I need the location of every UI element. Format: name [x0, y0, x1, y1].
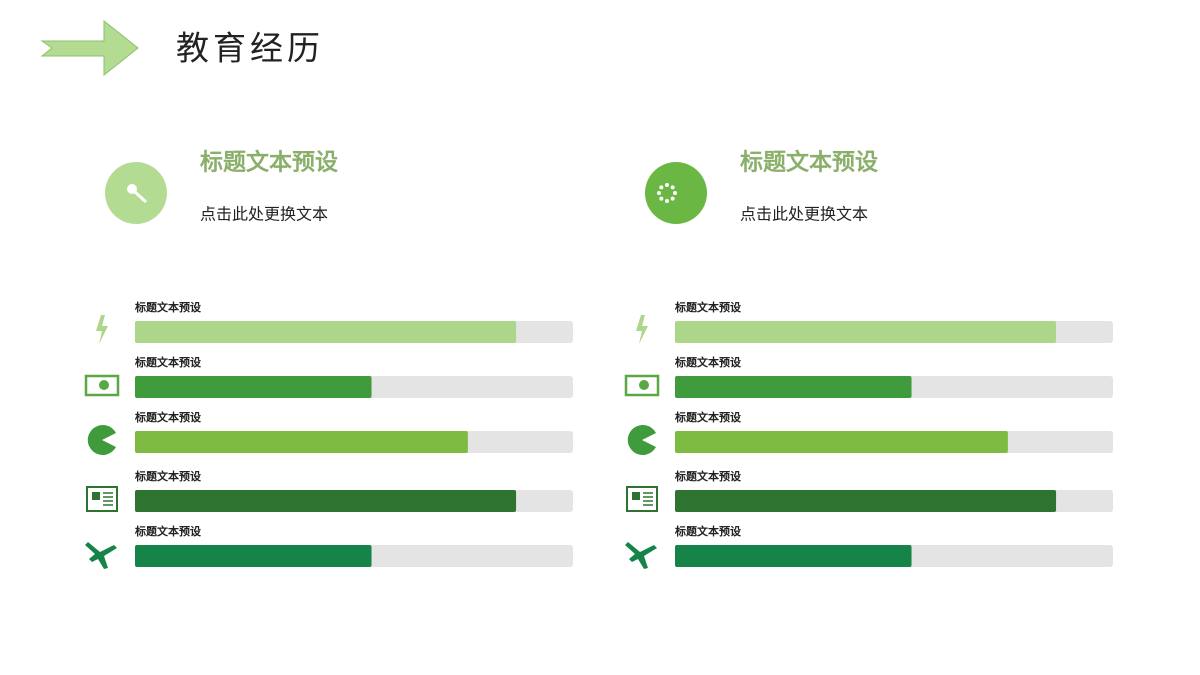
bar-fill	[675, 490, 1057, 512]
news-icon	[86, 486, 118, 512]
item-label: 标题文本预设	[134, 524, 202, 538]
news-icon	[626, 486, 658, 512]
bar-fill	[135, 545, 372, 567]
key-shaft	[133, 190, 148, 204]
spinner-dot	[670, 196, 675, 201]
spinner-dot	[659, 185, 664, 190]
news-photo	[92, 492, 100, 500]
bar-fill	[135, 490, 517, 512]
camera-icon	[624, 374, 660, 397]
panel-text: 点击此处更换文本	[200, 205, 328, 224]
spinner-dot	[659, 196, 664, 201]
page-title: 教育经历	[176, 29, 324, 68]
key-icon	[127, 184, 137, 194]
bar-fill	[675, 431, 1008, 453]
news-photo	[632, 492, 640, 500]
spinner-dot	[665, 199, 669, 203]
item-label: 标题文本预设	[674, 410, 742, 424]
camera-lens	[639, 380, 649, 390]
bar-fill	[135, 376, 372, 398]
spinner-dot	[670, 185, 675, 190]
item-label: 标题文本预设	[134, 355, 202, 369]
item-label: 标题文本预设	[134, 300, 202, 314]
spinner-dot	[665, 183, 669, 187]
bolt-icon	[96, 315, 108, 344]
item-label: 标题文本预设	[134, 469, 202, 483]
bar-fill	[135, 321, 517, 343]
item-label: 标题文本预设	[674, 469, 742, 483]
bar-fill	[675, 376, 912, 398]
pacman-icon	[627, 425, 656, 456]
item-label: 标题文本预设	[674, 524, 742, 538]
panel-heading: 标题文本预设	[740, 149, 878, 176]
spinner-dot	[673, 191, 677, 195]
plane-icon	[85, 542, 117, 569]
panel-text: 点击此处更换文本	[740, 205, 868, 224]
bar-fill	[675, 321, 1057, 343]
item-label: 标题文本预设	[134, 410, 202, 424]
bar-fill	[135, 431, 468, 453]
spinner-dot	[657, 191, 661, 195]
panel-heading: 标题文本预设	[200, 149, 338, 176]
item-label: 标题文本预设	[674, 300, 742, 314]
camera-lens	[99, 380, 109, 390]
camera-icon	[84, 374, 120, 397]
item-label: 标题文本预设	[674, 355, 742, 369]
plane-icon	[625, 542, 657, 569]
pacman-icon	[87, 425, 116, 456]
bolt-icon	[636, 315, 648, 344]
bar-fill	[675, 545, 912, 567]
arrow-icon	[40, 19, 139, 77]
